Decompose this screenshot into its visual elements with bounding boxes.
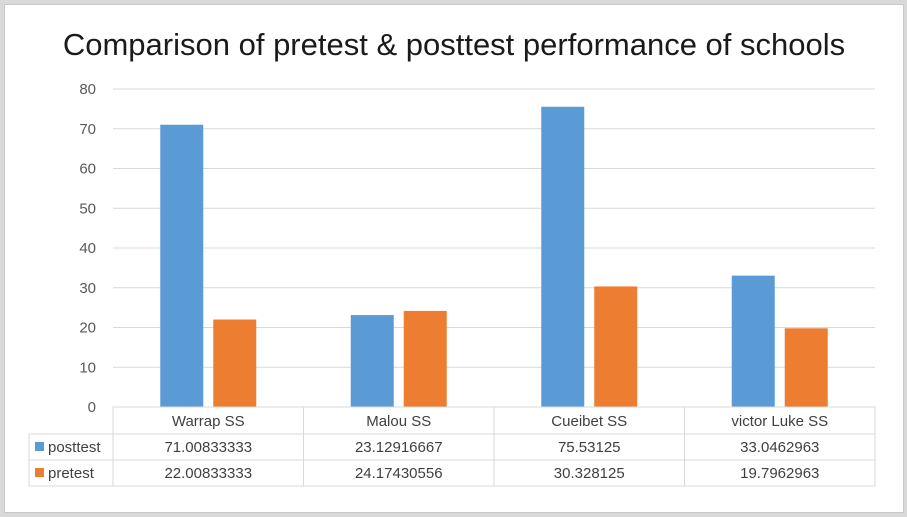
table-cell: 30.328125 [554, 465, 625, 482]
table-cell: 71.00833333 [164, 439, 252, 456]
y-tick-label: 70 [79, 121, 96, 138]
chart-title: Comparison of pretest & posttest perform… [63, 27, 845, 62]
table-cell: 23.12916667 [355, 439, 443, 456]
category-label: Cueibet SS [551, 413, 627, 430]
category-label: Malou SS [366, 413, 431, 430]
table-cell: 22.00833333 [164, 465, 252, 482]
y-axis: 0 10 20 30 40 50 60 70 80 [79, 81, 96, 416]
bar-posttest-3 [731, 275, 775, 407]
table-cell: 33.0462963 [740, 439, 819, 456]
y-tick-label: 50 [79, 200, 96, 217]
y-tick-label: 80 [79, 81, 96, 98]
table-cell: 75.53125 [558, 439, 621, 456]
chart-frame: Comparison of pretest & posttest perform… [4, 4, 904, 513]
bar-pretest-0 [213, 319, 257, 407]
bar-pretest-1 [403, 310, 447, 407]
legend-key-pretest [35, 468, 44, 477]
bar-pretest-3 [784, 328, 828, 407]
bars [160, 106, 828, 408]
table-cell: 24.17430556 [355, 465, 443, 482]
y-tick-label: 0 [88, 399, 96, 416]
bar-pretest-2 [594, 286, 638, 407]
table-cell: 19.7962963 [740, 465, 819, 482]
y-tick-label: 10 [79, 359, 96, 376]
chart-svg: Comparison of pretest & posttest perform… [28, 27, 876, 487]
legend-key-posttest [35, 442, 44, 451]
bar-posttest-1 [350, 315, 394, 407]
y-tick-label: 30 [79, 280, 96, 297]
bar-posttest-2 [541, 106, 585, 408]
legend-label: posttest [48, 439, 101, 456]
category-label: victor Luke SS [731, 413, 828, 430]
bar-posttest-0 [160, 124, 204, 407]
y-tick-label: 20 [79, 320, 96, 337]
y-tick-label: 40 [79, 240, 96, 257]
y-tick-label: 60 [79, 161, 96, 178]
category-label: Warrap SS [172, 413, 245, 430]
data-table: Warrap SS Malou SS Cueibet SS victor Luke S… [28, 406, 876, 487]
legend-label: pretest [48, 465, 95, 482]
